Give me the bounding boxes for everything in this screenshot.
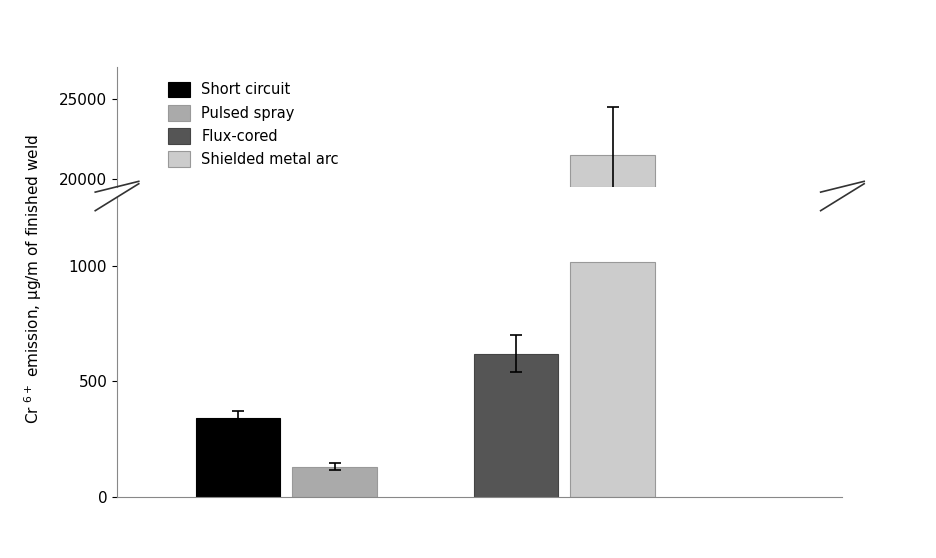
Text: Cr $^{6+}$ emission, μg/m of finished weld: Cr $^{6+}$ emission, μg/m of finished we…: [22, 134, 44, 424]
Bar: [292, 466, 377, 497]
Legend: Short circuit, Pulsed spray, Flux-cored, Shielded metal arc: Short circuit, Pulsed spray, Flux-cored,…: [161, 74, 346, 174]
Bar: [570, 155, 655, 187]
Bar: [570, 262, 655, 497]
Bar: [474, 354, 558, 497]
Bar: [196, 418, 280, 497]
